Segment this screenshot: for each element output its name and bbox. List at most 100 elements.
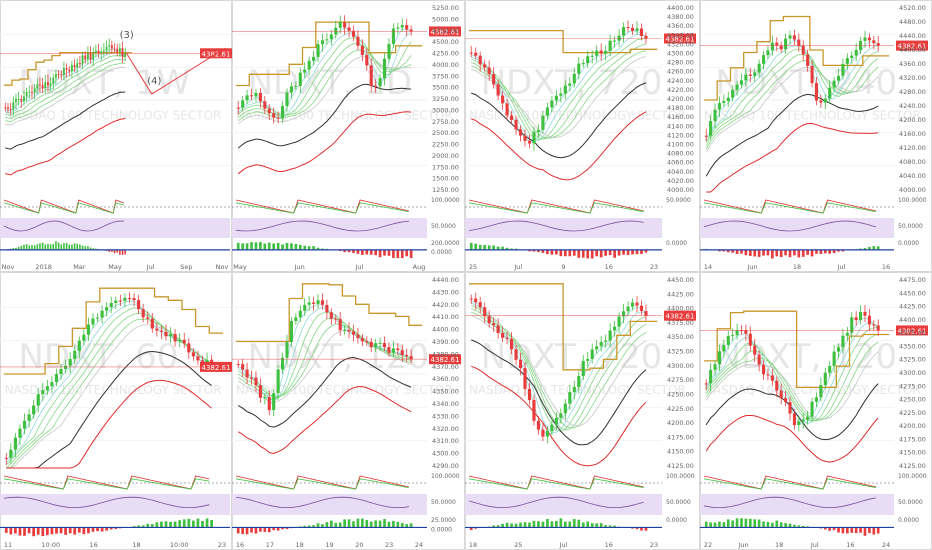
candle-body	[761, 364, 766, 375]
moving-average-line	[471, 315, 647, 427]
moving-average-line	[471, 300, 647, 436]
histogram-bar	[59, 527, 63, 534]
moving-average-line	[237, 311, 412, 399]
candle-body	[604, 50, 608, 54]
candle-body	[761, 55, 766, 64]
x-tick-label: 18	[793, 263, 801, 271]
x-tick-label: 18	[775, 541, 783, 549]
candle-body	[581, 63, 585, 65]
candle-body	[9, 108, 12, 110]
histogram-bar	[726, 249, 730, 253]
candle-body	[356, 334, 360, 339]
histogram-bar	[541, 521, 545, 528]
histogram-bar	[876, 246, 880, 250]
moving-average-line	[237, 83, 412, 149]
histogram-bar	[631, 249, 634, 255]
candle-body	[9, 449, 13, 458]
candle-body	[496, 325, 500, 333]
y-tick-label: 4275.00	[667, 376, 694, 384]
histogram-bar	[50, 527, 54, 535]
candle-body	[644, 311, 648, 316]
histogram-bar	[474, 527, 478, 529]
candle-body	[400, 25, 404, 28]
moving-average-line	[705, 333, 879, 422]
candle-body	[150, 318, 154, 329]
x-tick-label: Jul	[837, 263, 846, 271]
candle-body	[823, 372, 827, 386]
candle-body	[617, 316, 621, 327]
candle-body	[469, 52, 473, 54]
x-tick-label: Jul	[559, 541, 568, 549]
histogram-bar	[613, 249, 616, 258]
y-tick-label: 4100.00	[667, 141, 694, 149]
histogram-bar	[387, 521, 391, 528]
x-tick-label: Aug	[413, 263, 426, 271]
y-tick-label: 4240.00	[667, 77, 694, 85]
histogram-bar	[141, 525, 145, 528]
histogram-bar	[91, 527, 95, 532]
y-tick-label: 4410.00	[432, 313, 459, 321]
candle-body	[31, 91, 33, 93]
watermark: NDXT, 120	[716, 337, 898, 377]
histogram-bar	[245, 527, 249, 535]
candle-body	[819, 100, 823, 103]
stop-line	[236, 283, 423, 343]
histogram-bar	[568, 521, 572, 528]
candle-body	[307, 302, 311, 305]
histogram-bar	[735, 249, 739, 255]
histogram-bar	[105, 527, 109, 531]
y-tick-label: 4125.00	[899, 462, 926, 470]
candle-body	[121, 48, 124, 57]
moving-average-line	[705, 93, 879, 177]
candle-body	[316, 300, 320, 304]
moving-average-line	[705, 54, 879, 146]
histogram-bar	[329, 520, 333, 528]
candle-body	[622, 27, 626, 36]
y-tick-label: 4350.00	[899, 342, 926, 350]
histogram-bar	[863, 527, 867, 536]
moving-average-line	[237, 356, 412, 428]
histogram-bar	[722, 249, 726, 252]
candle-body	[294, 317, 298, 322]
candle-body	[82, 334, 86, 341]
candle-body	[801, 45, 805, 55]
watermark: NDXT, 1D	[248, 63, 413, 103]
osc-line	[703, 202, 877, 214]
candle-body	[577, 63, 581, 74]
histogram-bar	[33, 245, 36, 250]
hist-tick-label: 0.0000	[431, 527, 452, 534]
candle-body	[828, 87, 832, 99]
x-tick-label: 24	[415, 541, 423, 549]
histogram-bar	[541, 249, 545, 253]
candle-body	[91, 318, 95, 325]
histogram-bar	[52, 244, 55, 250]
price-tag-box	[200, 48, 232, 59]
candle-body	[17, 98, 20, 100]
candle-body	[100, 310, 104, 318]
candle-body	[527, 388, 532, 401]
candle-body	[254, 92, 258, 97]
y-tick-label: 4150.00	[667, 448, 694, 456]
candle-body	[263, 101, 267, 109]
candle-body	[810, 65, 814, 84]
candle-body	[18, 428, 22, 438]
histogram-bar	[841, 527, 845, 534]
candle-body	[722, 101, 726, 104]
histogram-bar	[121, 249, 124, 255]
histogram-bar	[352, 521, 355, 528]
y-tick-label: 4425.00	[899, 303, 926, 311]
candle-body	[281, 357, 285, 370]
candle-body	[554, 417, 558, 425]
candle-body	[704, 383, 708, 385]
histogram-bar	[378, 249, 382, 258]
y-tick-label: 2250.00	[432, 141, 459, 149]
x-tick-label: 16	[605, 263, 613, 271]
candle-body	[635, 302, 639, 306]
histogram-bar	[250, 527, 253, 533]
histogram-bar	[590, 249, 594, 259]
histogram-bar	[577, 519, 581, 528]
candle-body	[639, 28, 644, 36]
candle-body	[474, 52, 478, 56]
candle-body	[92, 52, 95, 60]
